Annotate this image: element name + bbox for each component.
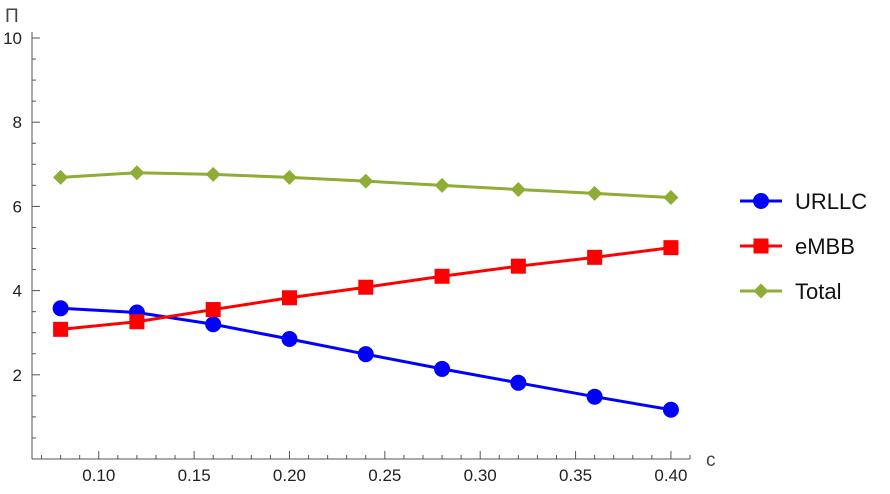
y-tick-label: 4 xyxy=(13,282,22,301)
data-point-total xyxy=(587,185,603,201)
y-axis-title: Π xyxy=(5,6,19,27)
x-tick-label: 0.10 xyxy=(82,466,115,485)
series-total xyxy=(53,165,679,206)
x-tick-label: 0.30 xyxy=(464,466,497,485)
x-tick-label: 0.40 xyxy=(654,466,687,485)
data-point-total xyxy=(434,177,450,193)
series-urllc xyxy=(52,300,679,418)
data-point-total xyxy=(205,166,221,182)
legend-marker-embb xyxy=(753,238,769,254)
legend: URLLC eMBB Total xyxy=(740,189,867,304)
data-point-total xyxy=(663,190,679,206)
legend-label-embb: eMBB xyxy=(795,234,855,259)
series-embb xyxy=(53,240,679,337)
legend-marker-urllc xyxy=(753,193,769,209)
data-point-embb xyxy=(281,290,297,306)
data-point-embb xyxy=(358,279,374,295)
y-tick-label: 10 xyxy=(3,29,22,48)
data-point-embb xyxy=(129,314,145,330)
data-point-urllc xyxy=(281,331,298,348)
data-point-total xyxy=(281,169,297,185)
data-point-urllc xyxy=(357,346,374,363)
y-tick-label: 8 xyxy=(13,113,22,132)
legend-label-total: Total xyxy=(795,279,841,304)
x-tick-label: 0.25 xyxy=(368,466,401,485)
data-point-urllc xyxy=(586,388,603,405)
x-axis-title: c xyxy=(706,450,716,471)
data-point-embb xyxy=(205,302,221,318)
legend-item-embb: eMBB xyxy=(740,234,855,259)
x-tick-label: 0.20 xyxy=(273,466,306,485)
data-point-embb xyxy=(434,268,450,284)
y-tick-label: 6 xyxy=(13,197,22,216)
legend-label-urllc: URLLC xyxy=(795,189,867,214)
data-point-embb xyxy=(663,240,679,256)
data-point-urllc xyxy=(205,316,222,333)
data-point-urllc xyxy=(52,300,69,317)
data-point-embb xyxy=(587,249,603,265)
legend-item-urllc: URLLC xyxy=(740,189,867,214)
y-tick-label: 2 xyxy=(13,366,22,385)
data-point-total xyxy=(358,173,374,189)
data-point-total xyxy=(129,165,145,181)
legend-item-total: Total xyxy=(740,279,841,304)
data-point-urllc xyxy=(434,360,451,377)
legend-marker-total xyxy=(753,283,769,299)
data-point-embb xyxy=(53,321,69,337)
x-tick-label: 0.15 xyxy=(178,466,211,485)
series-layer xyxy=(52,165,679,418)
axes: 0.10 0.15 0.20 0.25 0.30 0.35 0.40 2 4 6 8 10 xyxy=(3,29,691,485)
x-tick-label: 0.35 xyxy=(559,466,592,485)
data-point-urllc xyxy=(662,401,679,418)
data-point-total xyxy=(510,182,526,198)
data-point-embb xyxy=(510,258,526,274)
data-point-total xyxy=(53,169,69,185)
data-point-urllc xyxy=(510,374,527,391)
